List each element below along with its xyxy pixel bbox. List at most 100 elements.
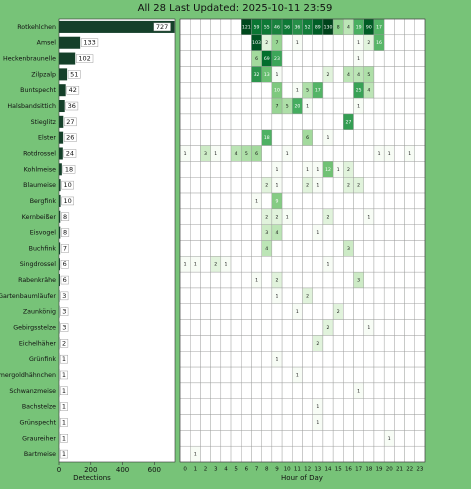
heatmap-cell-empty xyxy=(394,113,405,130)
heatmap-cell-empty xyxy=(414,414,426,431)
heatmap-cell-empty xyxy=(179,430,191,447)
value-label-box xyxy=(61,196,74,206)
value-label-box xyxy=(59,402,68,411)
heatmap-cell-empty xyxy=(363,430,375,447)
heatmap-cell-empty xyxy=(179,445,191,463)
heatmap-cell-empty xyxy=(414,319,426,336)
heatmap-cell-empty xyxy=(363,145,375,162)
value-label: 24 xyxy=(66,149,74,157)
heatmap-cell-empty xyxy=(190,161,201,178)
heatmap-cell-empty xyxy=(241,113,252,130)
heatmap-cell-empty xyxy=(322,414,334,431)
heatmap-cell-empty xyxy=(404,287,415,304)
y-tick-label: Elster xyxy=(38,135,56,142)
heatmap-cell-empty xyxy=(414,145,426,162)
heatmap-cell-empty xyxy=(353,445,364,463)
heatmap-cell-empty xyxy=(190,18,201,36)
heatmap-cell-empty xyxy=(373,177,385,194)
heatmap-cell-empty xyxy=(220,351,232,368)
heatmap-cell-empty xyxy=(404,366,415,384)
heatmap-cell-empty xyxy=(210,34,222,51)
heatmap-cell-empty xyxy=(210,319,222,336)
heatmap-cell-empty xyxy=(394,208,405,225)
heatmap-cell-empty xyxy=(210,335,222,352)
cell-label: 9 xyxy=(276,198,279,204)
x-tick-label: 19 xyxy=(376,467,383,473)
value-label-box xyxy=(59,354,68,364)
heatmap-cell-empty xyxy=(190,129,201,146)
heatmap-cell-empty xyxy=(261,303,273,320)
heatmap-cell-empty xyxy=(251,208,262,225)
heatmap-cell-empty xyxy=(251,161,262,178)
value-label: 8 xyxy=(63,229,67,237)
heatmap-cell-empty xyxy=(251,351,262,368)
heatmap-cell-empty xyxy=(404,382,415,399)
heatmap-cell-empty xyxy=(312,145,324,162)
heatmap-cell-empty xyxy=(343,303,354,320)
heatmap-cell-empty xyxy=(210,192,222,210)
heatmap-cell-empty xyxy=(373,240,385,257)
heatmap-cell-empty xyxy=(373,82,385,99)
y-tick-label: Eichelhäher xyxy=(19,340,57,347)
heatmap-cell-empty xyxy=(190,192,201,210)
heatmap-cell-empty xyxy=(343,192,354,210)
heatmap-cell-empty xyxy=(302,382,313,399)
heatmap-cell-empty xyxy=(373,129,385,146)
cell-label: 52 xyxy=(305,24,311,30)
heatmap-cell-empty xyxy=(363,335,375,352)
x-tick-label: 14 xyxy=(325,467,332,473)
y-tick-label: Blaumeise xyxy=(23,182,56,189)
cell-label: 59 xyxy=(254,24,260,30)
heatmap-cell-empty xyxy=(332,113,344,130)
heatmap-cell-empty xyxy=(302,414,313,431)
heatmap-cell-empty xyxy=(363,129,375,146)
value-label-box xyxy=(65,101,79,111)
heatmap-cell-empty xyxy=(332,445,344,463)
bar xyxy=(59,84,66,97)
heatmap-cell-empty xyxy=(241,319,252,336)
heatmap-cell-empty xyxy=(414,382,426,399)
heatmap-cell-empty xyxy=(312,430,324,447)
heatmap-cell-empty xyxy=(353,303,364,320)
heatmap-cell-empty xyxy=(190,319,201,336)
heatmap-cell-empty xyxy=(404,34,415,51)
cell-label: 19 xyxy=(356,24,362,30)
heatmap-cell-empty xyxy=(302,271,313,289)
heatmap-cell-empty xyxy=(353,414,364,431)
value-label-box xyxy=(76,54,94,63)
heatmap-cell-empty xyxy=(343,351,354,368)
heatmap-cell-empty xyxy=(230,113,242,130)
heatmap-cell-empty xyxy=(322,145,334,162)
heatmap-cell-empty xyxy=(332,34,344,51)
heatmap-cell-empty xyxy=(394,382,405,399)
heatmap-cell-empty xyxy=(332,366,344,384)
heatmap-cell-empty xyxy=(332,145,344,162)
heatmap-cell-empty xyxy=(220,50,232,67)
cell-label: 1 xyxy=(296,309,299,315)
heatmap-cell-empty xyxy=(241,366,252,384)
heatmap-cell-empty xyxy=(210,366,222,384)
cell-label: 2 xyxy=(306,183,309,189)
cell-label: 7 xyxy=(276,40,279,46)
heatmap-cell-empty xyxy=(292,445,303,463)
y-tick-label: Rabenkrähe xyxy=(18,277,56,284)
y-tick-label: Halsbandsittich xyxy=(7,103,56,110)
heatmap-cell-empty xyxy=(363,366,375,384)
heatmap-cell-empty xyxy=(179,287,191,304)
value-label-box xyxy=(59,418,68,427)
heatmap-cell-empty xyxy=(292,256,303,273)
heatmap-cell-empty xyxy=(363,240,375,257)
y-tick-label: Bachstelze xyxy=(22,404,56,411)
heatmap-cell-empty xyxy=(414,208,426,225)
value-label-box xyxy=(61,212,70,221)
heatmap-cell-empty xyxy=(292,113,303,130)
heatmap-cell-empty xyxy=(353,129,364,146)
heatmap-cell-empty xyxy=(271,240,283,257)
x-tick-label: 10 xyxy=(284,467,291,473)
bar xyxy=(59,115,64,128)
heatmap-cell-empty xyxy=(404,113,415,130)
heatmap-cell-empty xyxy=(261,366,273,384)
bar xyxy=(59,258,60,271)
heatmap-cell-empty xyxy=(292,398,303,415)
heatmap-cell-empty xyxy=(332,398,344,415)
